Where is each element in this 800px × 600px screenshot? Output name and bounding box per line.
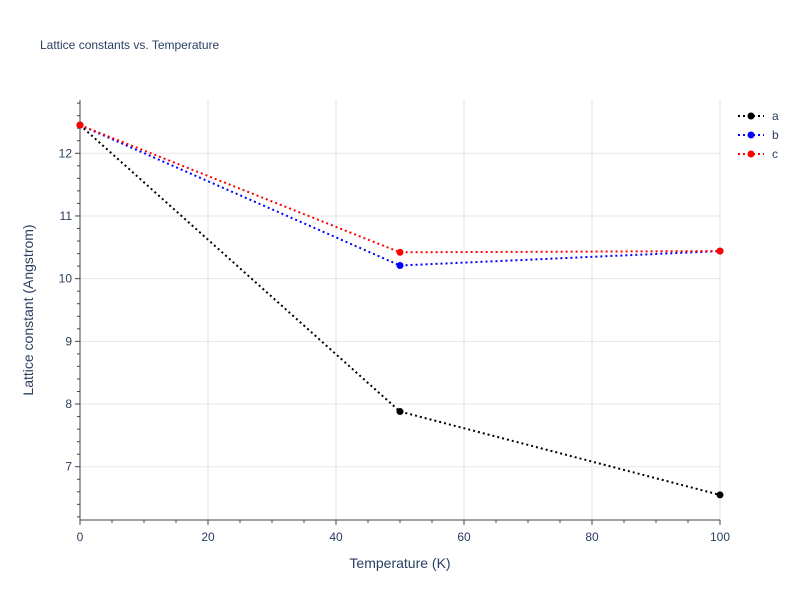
legend-swatch bbox=[738, 112, 764, 119]
y-tick-label: 10 bbox=[59, 272, 73, 286]
legend-marker bbox=[747, 112, 755, 119]
legend-label: b bbox=[772, 127, 779, 142]
y-tick-label: 7 bbox=[65, 460, 72, 474]
series-line-c bbox=[79, 124, 721, 254]
y-tick-label: 9 bbox=[65, 334, 72, 348]
x-tick-label: 40 bbox=[329, 530, 343, 544]
data-point-c bbox=[716, 247, 724, 255]
series-layer bbox=[76, 121, 724, 499]
chart-title: Lattice constants vs. Temperature bbox=[40, 38, 220, 52]
legend-item-b[interactable]: b bbox=[736, 125, 779, 144]
legend-item-c[interactable]: c bbox=[736, 144, 779, 163]
data-point-a bbox=[396, 408, 404, 416]
y-tick-label: 8 bbox=[65, 397, 72, 411]
y-tick-label: 11 bbox=[60, 209, 73, 223]
x-tick-label: 100 bbox=[710, 530, 730, 544]
grid-lines bbox=[80, 100, 721, 520]
legend-label: c bbox=[772, 146, 778, 161]
data-point-c bbox=[396, 248, 404, 256]
series-line-b bbox=[79, 124, 721, 267]
legend-item-a[interactable]: a bbox=[736, 106, 779, 125]
x-axis-label: Temperature (K) bbox=[349, 555, 450, 571]
data-point-a bbox=[716, 491, 724, 499]
axis-ticks: 0 20 40 60 80 100 7 8 9 10 11 12 bbox=[59, 146, 731, 544]
legend-marker bbox=[747, 131, 755, 138]
y-axis-label: Lattice constant (Angstrom) bbox=[20, 224, 36, 395]
y-tick-label: 12 bbox=[59, 146, 73, 160]
series-line-a bbox=[79, 124, 721, 496]
data-point-b bbox=[396, 261, 404, 269]
x-tick-label: 60 bbox=[457, 530, 471, 544]
x-tick-label: 80 bbox=[585, 530, 599, 544]
legend-label: a bbox=[772, 108, 779, 123]
x-tick-label: 20 bbox=[201, 530, 215, 544]
legend-marker bbox=[747, 150, 755, 157]
legend-swatch bbox=[738, 150, 764, 157]
axes bbox=[75, 100, 721, 525]
x-tick-label: 0 bbox=[77, 530, 84, 544]
legend-swatch bbox=[738, 131, 764, 138]
data-point-c bbox=[76, 121, 84, 129]
